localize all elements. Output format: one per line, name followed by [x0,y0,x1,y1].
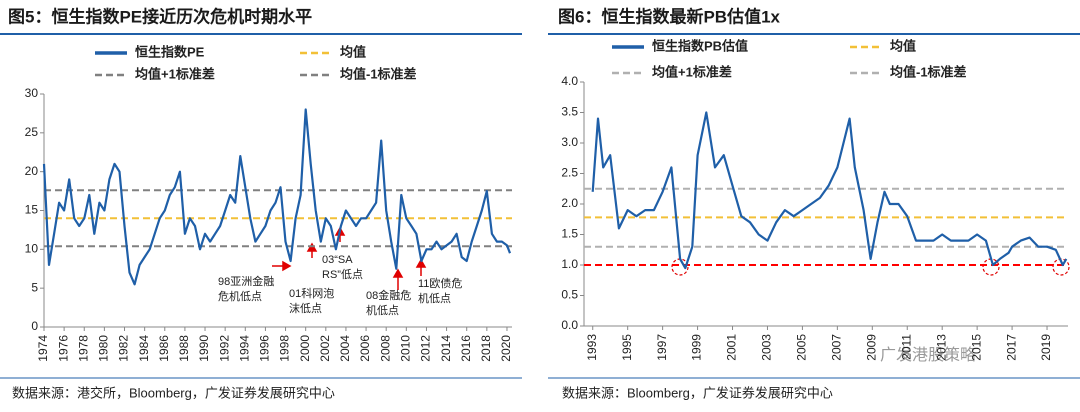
y-tick-label: 2.0 [561,196,578,210]
x-tick-label: 2005 [795,334,809,361]
x-tick-label: 2008 [378,335,392,362]
x-tick-label: 2009 [864,334,878,361]
annotation: 危机低点 [218,289,262,303]
x-tick-label: 1992 [217,335,231,362]
y-tick-label: 10 [25,242,39,256]
annotation: 01科网泡 [289,286,334,300]
x-tick-label: 2001 [725,334,739,361]
legend-label: 恒生指数PB估值 [652,38,748,53]
annotation: 98亚洲金融 [218,274,274,288]
legend-label: 均值-1标准差 [890,64,967,79]
y-tick-label: 3.0 [561,135,578,149]
annotation: 沫低点 [289,302,322,315]
watermark: 广发港股策略 [880,346,976,364]
x-tick-label: 1995 [620,334,634,361]
x-tick-label: 2006 [358,335,372,362]
x-tick-label: 1994 [237,335,251,362]
highlight-circles [671,258,1070,276]
x-tick-label: 2010 [398,335,412,362]
x-tick-label: 1993 [585,334,599,361]
y-tick-label: 25 [25,125,39,139]
annotation: 机低点 [418,291,451,305]
y-tick-label: 15 [25,203,39,217]
x-tick-label: 1988 [177,335,191,362]
x-tick-label: 1986 [157,335,171,362]
x-tick-label: 2002 [318,335,332,362]
annotation: 机低点 [366,303,399,317]
x-tick-label: 2003 [760,334,774,361]
x-tick-label: 2020 [499,335,513,362]
chart-title: 图5：恒生指数PE接近历次危机时期水平 [8,6,312,26]
y-tick-label: 1.0 [561,257,578,271]
x-tick-label: 2019 [1039,334,1053,361]
source: 数据来源：港交所，Bloomberg，广发证券发展研究中心 [12,385,335,400]
annotation: RS”低点 [322,268,363,281]
legend-label: 恒生指数PE [135,44,205,59]
source: 数据来源：Bloomberg，广发证券发展研究中心 [562,385,833,400]
x-tick-label: 1980 [97,335,111,362]
x-tick-label: 2011 [899,334,913,360]
x-tick-label: 1990 [197,335,211,362]
legend-label: 均值+1标准差 [652,64,732,79]
x-tick-label: 2004 [338,335,352,362]
y-tick-label: 0.0 [561,318,578,332]
x-tick-label: 1974 [36,335,50,362]
x-tick-label: 2015 [969,334,983,361]
x-tick-label: 1978 [76,335,90,362]
series-line [42,108,512,286]
x-tick-label: 2000 [298,335,312,362]
x-tick-label: 1976 [56,335,70,362]
y-tick-label: 5 [31,280,38,294]
y-tick-label: 0 [31,319,38,333]
y-tick-label: 2.5 [561,166,578,180]
annotation: 03“SA [322,254,353,266]
x-tick-label: 2017 [1004,334,1018,361]
x-tick-label: 1997 [655,334,669,361]
y-tick-label: 30 [25,86,39,100]
x-tick-label: 1996 [258,335,272,362]
x-tick-label: 2013 [934,334,948,361]
x-tick-label: 2018 [479,335,493,362]
legend-label: 均值-1标准差 [340,66,417,81]
x-tick-label: 1984 [137,335,151,362]
legend-label: 均值 [890,38,916,53]
y-tick-label: 4.0 [561,74,578,88]
annotation: 08金融危 [366,288,411,302]
legend-label: 均值+1标准差 [135,66,215,81]
y-tick-label: 20 [25,164,39,178]
x-tick-label: 2014 [439,335,453,362]
x-tick-label: 1998 [278,335,292,362]
legend-label: 均值 [340,44,366,59]
y-tick-label: 1.5 [561,227,578,241]
x-tick-label: 2016 [459,335,473,362]
series-line [591,111,1068,270]
x-tick-label: 1999 [690,334,704,361]
annotation: 11欧债危 [418,276,462,290]
x-tick-label: 1982 [117,335,131,362]
x-tick-label: 2007 [830,334,844,361]
y-tick-label: 3.5 [561,105,578,119]
x-tick-label: 2012 [419,335,433,362]
y-tick-label: 0.5 [561,288,578,302]
chart-title: 图6：恒生指数最新PB估值1x [558,6,781,26]
